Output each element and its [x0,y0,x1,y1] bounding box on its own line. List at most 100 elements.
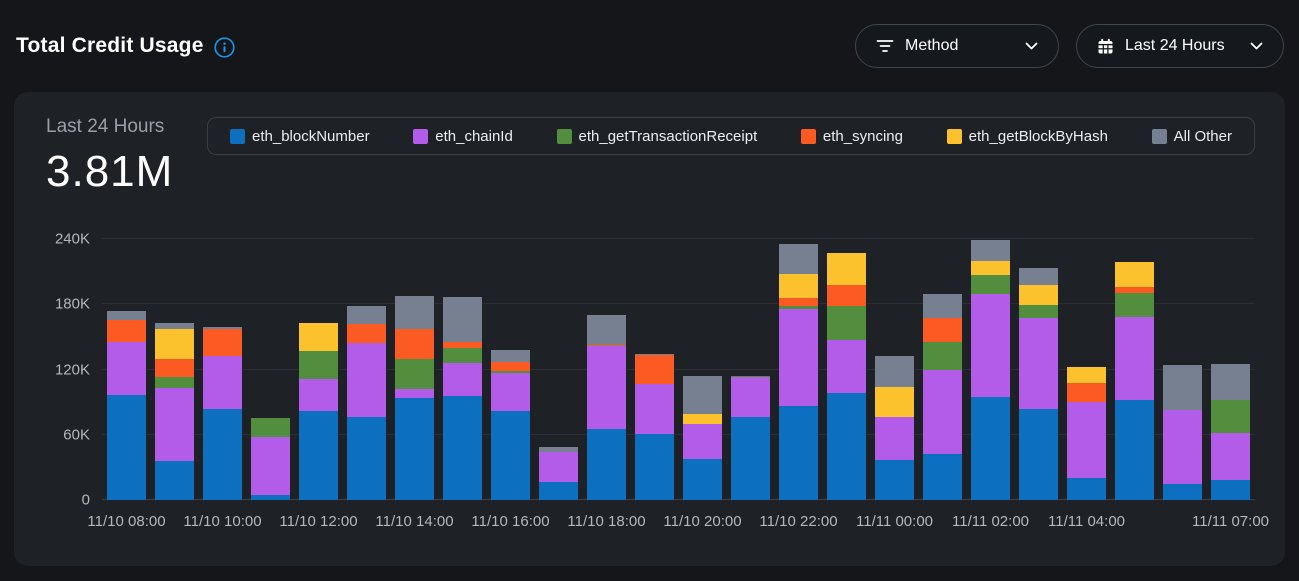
bar-segment-eth-blocknumber[interactable] [395,397,434,500]
bar-segment-eth-gettransactionreceipt[interactable] [971,274,1010,295]
legend-item-eth-syncing[interactable]: eth_syncing [800,128,903,145]
bar-segment-all-other[interactable] [347,306,386,324]
bar-segment-eth-chainid[interactable] [299,379,338,411]
bar-segment-eth-getblockbyhash[interactable] [155,329,194,359]
bar-segment-eth-getblockbyhash[interactable] [971,260,1010,275]
bar-segment-eth-chainid[interactable] [731,377,770,418]
bar-segment-eth-chainid[interactable] [155,388,194,461]
bar-segment-eth-gettransactionreceipt[interactable] [155,377,194,388]
bar-segment-eth-syncing[interactable] [443,342,482,348]
bar-segment-eth-chainid[interactable] [491,372,530,411]
bar-segment-eth-blocknumber[interactable] [347,417,386,500]
bar-segment-all-other[interactable] [491,349,530,362]
bar-segment-eth-gettransactionreceipt[interactable] [1115,293,1154,318]
bar-segment-eth-chainid[interactable] [203,356,242,409]
legend-item-eth-blocknumber[interactable]: eth_blockNumber [230,128,370,145]
bar-segment-eth-chainid[interactable] [107,342,146,395]
bar-segment-eth-blocknumber[interactable] [299,410,338,500]
bar-segment-eth-chainid[interactable] [683,423,722,459]
bar-segment-eth-blocknumber[interactable] [251,494,290,500]
bar-segment-eth-syncing[interactable] [203,329,242,357]
bar-segment-eth-getblockbyhash[interactable] [1115,261,1154,287]
bar-segment-eth-chainid[interactable] [1163,409,1202,484]
bar-segment-all-other[interactable] [1163,365,1202,410]
bar-segment-eth-chainid[interactable] [443,362,482,396]
legend-item-eth-gettransactionreceipt[interactable]: eth_getTransactionReceipt [556,128,757,145]
bar-segment-eth-blocknumber[interactable] [1211,480,1250,500]
bar-segment-all-other[interactable] [443,296,482,343]
bar-segment-eth-blocknumber[interactable] [827,393,866,500]
bar-segment-eth-gettransactionreceipt[interactable] [395,358,434,390]
bar-segment-all-other[interactable] [875,356,914,387]
bar-segment-eth-chainid[interactable] [827,340,866,394]
bar-segment-eth-chainid[interactable] [539,452,578,482]
bar-segment-eth-blocknumber[interactable] [155,460,194,500]
bar-segment-eth-getblockbyhash[interactable] [299,322,338,352]
bar-segment-eth-gettransactionreceipt[interactable] [1019,305,1058,319]
bar-segment-all-other[interactable] [539,446,578,453]
bar-segment-all-other[interactable] [107,310,146,320]
bar-segment-eth-syncing[interactable] [587,344,626,346]
bar-segment-eth-blocknumber[interactable] [1019,408,1058,500]
legend-item-all-other[interactable]: All Other [1151,128,1232,145]
bar-segment-eth-chainid[interactable] [1211,432,1250,481]
bar-segment-eth-syncing[interactable] [395,329,434,359]
bar-segment-eth-chainid[interactable] [395,389,434,398]
bar-segment-eth-chainid[interactable] [1019,318,1058,409]
bar-segment-eth-gettransactionreceipt[interactable] [731,376,770,378]
bar-segment-eth-chainid[interactable] [1115,317,1154,400]
bar-segment-eth-syncing[interactable] [347,323,386,344]
bar-segment-eth-syncing[interactable] [155,358,194,378]
method-filter-dropdown[interactable]: Method [855,24,1059,68]
bar-segment-eth-getblockbyhash[interactable] [683,414,722,424]
bar-segment-eth-blocknumber[interactable] [491,410,530,500]
bar-segment-eth-syncing[interactable] [107,319,146,343]
bar-segment-eth-getblockbyhash[interactable] [875,386,914,418]
bar-segment-eth-chainid[interactable] [923,369,962,455]
legend-item-eth-getblockbyhash[interactable]: eth_getBlockByHash [946,128,1108,145]
bar-segment-all-other[interactable] [1211,364,1250,400]
bar-segment-eth-syncing[interactable] [491,361,530,371]
bar-segment-eth-blocknumber[interactable] [587,429,626,500]
bar-segment-eth-chainid[interactable] [971,294,1010,397]
bar-segment-eth-chainid[interactable] [779,308,818,407]
bar-segment-eth-getblockbyhash[interactable] [1067,367,1106,383]
bar-segment-eth-getblockbyhash[interactable] [1019,284,1058,306]
bar-segment-all-other[interactable] [923,294,962,319]
bar-segment-all-other[interactable] [779,244,818,274]
bar-segment-eth-blocknumber[interactable] [443,395,482,500]
bar-segment-eth-chainid[interactable] [251,436,290,495]
bar-segment-eth-blocknumber[interactable] [971,396,1010,500]
bar-segment-all-other[interactable] [971,240,1010,261]
bar-segment-eth-blocknumber[interactable] [1067,478,1106,500]
bar-segment-eth-blocknumber[interactable] [203,408,242,500]
time-range-dropdown[interactable]: Last 24 Hours [1076,24,1284,68]
bar-segment-eth-chainid[interactable] [1067,402,1106,479]
bar-segment-eth-gettransactionreceipt[interactable] [827,306,866,341]
bar-segment-eth-gettransactionreceipt[interactable] [923,342,962,370]
bar-segment-eth-chainid[interactable] [635,383,674,434]
info-icon[interactable] [213,36,235,58]
bar-segment-all-other[interactable] [203,327,242,330]
bar-segment-eth-blocknumber[interactable] [635,433,674,500]
bar-segment-eth-gettransactionreceipt[interactable] [491,370,530,373]
bar-segment-eth-blocknumber[interactable] [875,459,914,500]
bar-segment-all-other[interactable] [683,376,722,415]
bar-segment-eth-chainid[interactable] [875,417,914,460]
bar-segment-eth-blocknumber[interactable] [539,481,578,500]
bar-segment-eth-gettransactionreceipt[interactable] [299,351,338,380]
bar-segment-all-other[interactable] [635,354,674,356]
bar-segment-all-other[interactable] [395,295,434,330]
bar-segment-eth-syncing[interactable] [827,284,866,307]
bar-segment-eth-blocknumber[interactable] [923,454,962,500]
bar-segment-eth-blocknumber[interactable] [779,406,818,500]
bar-segment-eth-syncing[interactable] [635,355,674,384]
bar-segment-all-other[interactable] [587,315,626,345]
bar-segment-eth-syncing[interactable] [1115,286,1154,294]
bar-segment-eth-getblockbyhash[interactable] [827,253,866,285]
bar-segment-eth-blocknumber[interactable] [1115,399,1154,500]
bar-segment-eth-blocknumber[interactable] [107,394,146,500]
bar-segment-eth-chainid[interactable] [347,343,386,418]
bar-segment-eth-gettransactionreceipt[interactable] [251,418,290,437]
bar-segment-eth-blocknumber[interactable] [683,458,722,500]
